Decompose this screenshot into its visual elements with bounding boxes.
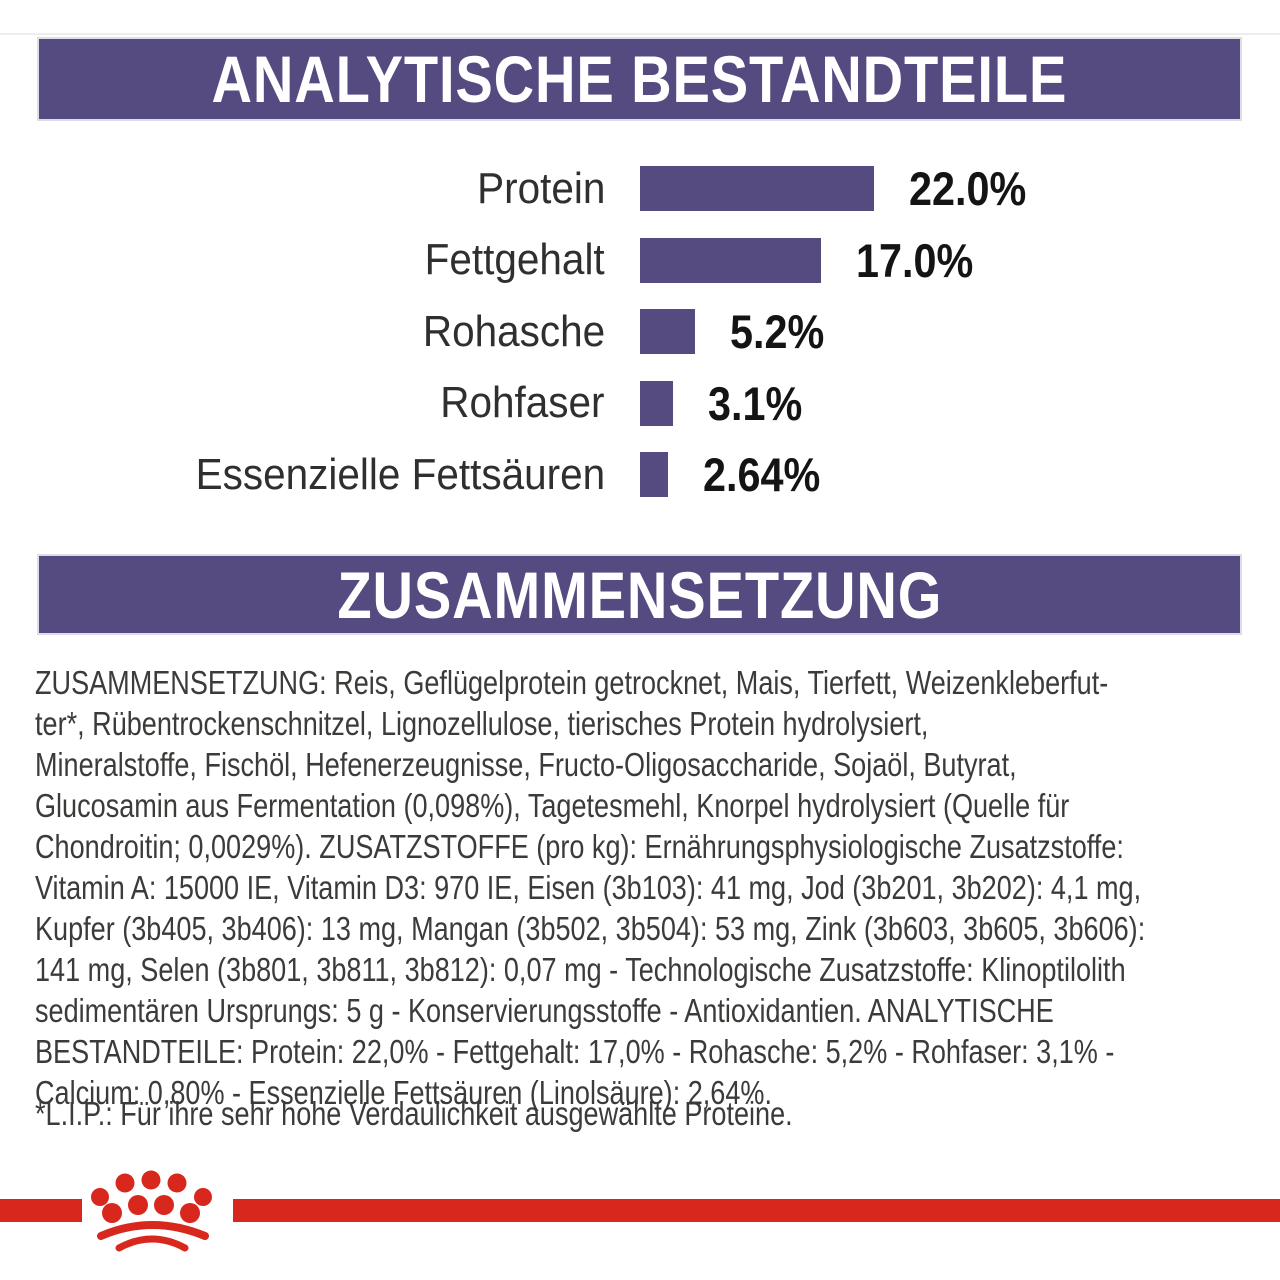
- lip-footnote: *L.I.P.: Für ihre sehr hohe Verdaulichke…: [35, 1095, 793, 1132]
- chart-category-label: Rohasche: [422, 306, 605, 356]
- composition-line: Calcium: 0,80% - Essenzielle Fettsäuren …: [35, 1074, 772, 1111]
- composition-line: Glucosamin aus Fermentation (0,098%), Ta…: [35, 787, 1070, 824]
- chart-row-rohfaser: Rohfaser 3.1%: [0, 368, 1280, 440]
- composition-line: Kupfer (3b405, 3b406): 13 mg, Mangan (3b…: [35, 910, 1146, 947]
- chart-row-rohasche: Rohasche 5.2%: [0, 296, 1280, 368]
- composition-line: ZUSAMMENSETZUNG: Reis, Geflügelprotein g…: [35, 664, 1109, 701]
- chart-row-fettgehalt: Fettgehalt 17.0%: [0, 225, 1280, 297]
- chart-bar: [640, 452, 668, 498]
- chart-value-label: 17.0%: [856, 233, 974, 287]
- composition-line: 141 mg, Selen (3b801, 3b811, 3b812): 0,0…: [35, 951, 1126, 988]
- composition-line: Chondroitin; 0,0029%). ZUSATZSTOFFE (pro…: [35, 828, 1124, 865]
- composition-line: Vitamin A: 15000 IE, Vitamin D3: 970 IE,…: [35, 869, 1142, 906]
- chart-category-label: Protein: [476, 163, 605, 213]
- composition-line: sedimentären Ursprungs: 5 g - Konservier…: [35, 992, 1054, 1029]
- chart-row-protein: Protein 22.0%: [0, 153, 1280, 225]
- chart-category-label: Essenzielle Fettsäuren: [195, 449, 605, 499]
- composition-text-block: ZUSAMMENSETZUNG: Reis, Geflügelprotein g…: [35, 662, 1250, 1113]
- crown-logo-icon: [91, 1170, 212, 1252]
- chart-bar: [640, 380, 673, 426]
- chart-row-essenzielle-fettsaeuren: Essenzielle Fettsäuren 2.64%: [0, 439, 1280, 511]
- analytical-bar-chart: Protein 22.0% Fettgehalt 17.0% Rohasche …: [0, 153, 1280, 511]
- chart-value-label: 2.64%: [703, 448, 821, 502]
- chart-category-label: Rohfaser: [440, 378, 605, 428]
- top-hairline: [0, 33, 1280, 35]
- chart-bar: [640, 237, 821, 283]
- chart-value-label: 22.0%: [909, 162, 1027, 216]
- composition-line: Mineralstoffe, Fischöl, Hefenerzeugnisse…: [35, 746, 1017, 783]
- composition-line: BESTANDTEILE: Protein: 22,0% - Fettgehal…: [35, 1033, 1115, 1070]
- analytical-section-title: ANALYTISCHE BESTANDTEILE: [211, 42, 1068, 116]
- chart-bar: [640, 309, 695, 355]
- composition-section-title: ZUSAMMENSETZUNG: [337, 557, 942, 632]
- chart-value-label: 3.1%: [708, 376, 803, 430]
- composition-line: ter*, Rübentrockenschnitzel, Lignozellul…: [35, 705, 929, 742]
- chart-category-label: Fettgehalt: [424, 235, 605, 285]
- brand-stripe-left: [0, 1199, 82, 1222]
- analytical-section-banner: ANALYTISCHE BESTANDTEILE: [37, 37, 1242, 121]
- composition-section-banner: ZUSAMMENSETZUNG: [37, 554, 1242, 635]
- chart-bar: [640, 166, 874, 212]
- brand-stripe-right: [233, 1199, 1280, 1222]
- chart-value-label: 5.2%: [730, 305, 825, 359]
